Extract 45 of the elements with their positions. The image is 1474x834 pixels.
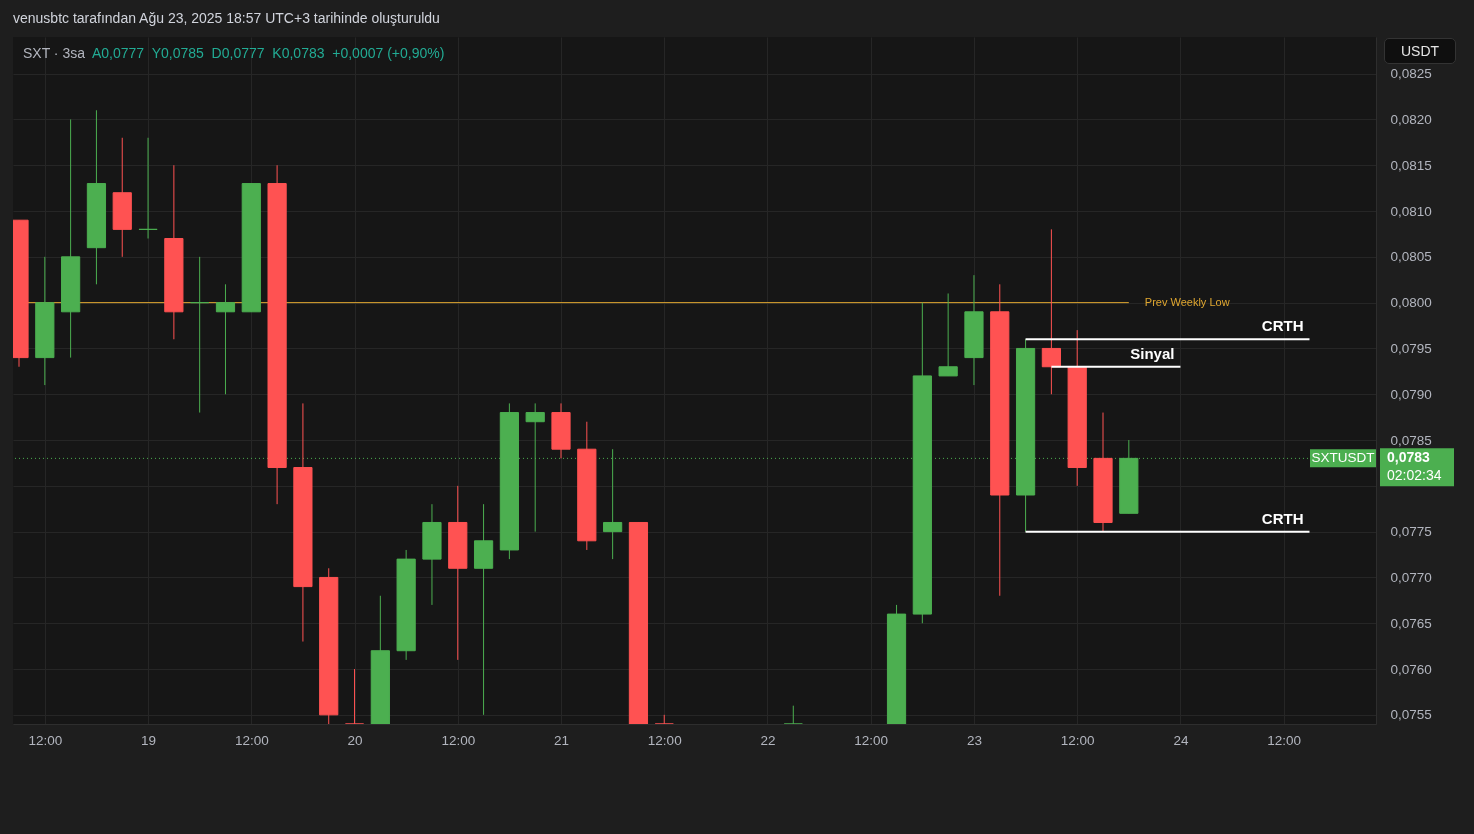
candlestick xyxy=(215,283,236,395)
y-tick-label: 0,0770 xyxy=(1390,569,1432,585)
candlestick xyxy=(138,137,158,240)
x-tick-label: 21 xyxy=(553,732,570,748)
x-tick-label: 12:00 xyxy=(1060,732,1095,748)
y-tick-label: 0,0825 xyxy=(1390,66,1432,82)
x-tick-label: 23 xyxy=(966,732,982,748)
x-tick-label: 12:00 xyxy=(234,732,269,748)
y-tick-label: 0,0775 xyxy=(1390,524,1432,540)
text: SXT · 3sa A0,0777 Y0,0785 D0,0777 K0,0783 +0,0007 (+0,90%) xyxy=(23,45,445,61)
x-tick-label: 24 xyxy=(1173,732,1189,748)
y-tick-label: 0,0760 xyxy=(1390,661,1432,677)
ref-line-label: SXTUSDT xyxy=(1311,450,1375,466)
x-tick-label: 22 xyxy=(760,732,776,748)
candlestick xyxy=(525,402,545,533)
ref-line-label: Prev Weekly Low xyxy=(1144,295,1230,308)
y-tick-label: 0,0810 xyxy=(1390,203,1432,219)
text: 0,0783 xyxy=(1387,449,1431,466)
x-tick-label: 12:00 xyxy=(441,732,476,748)
series-label: CRTH xyxy=(1261,509,1304,527)
x-tick-label: 20 xyxy=(347,732,363,748)
x-tick-label: 12:00 xyxy=(647,732,682,748)
candlestick xyxy=(1041,228,1061,395)
y-tick-label: 0,0765 xyxy=(1390,615,1432,631)
x-tick-label: 12:00 xyxy=(854,732,889,748)
candlestick xyxy=(938,292,958,377)
chart-title: venusbtc tarafından Ağu 23, 2025 18:57 UTC+3 tarihinde oluşturuldu xyxy=(13,10,440,26)
series-label: Sinyal xyxy=(1130,344,1175,362)
y-tick-label: 0,0790 xyxy=(1390,386,1432,402)
y-tick-label: 0,0795 xyxy=(1390,340,1432,356)
y-tick-label: 0,0805 xyxy=(1390,249,1432,265)
y-tick-label: 0,0785 xyxy=(1390,432,1432,448)
y-axis-title: USDT xyxy=(1384,38,1456,64)
x-tick-label: 19 xyxy=(141,732,157,748)
y-tick-label: 0,0800 xyxy=(1390,295,1432,311)
text: 02:02:34 xyxy=(1387,467,1442,484)
y-tick-label: 0,0820 xyxy=(1390,111,1432,127)
y-tick-label: 0,0755 xyxy=(1390,707,1432,723)
series-label: CRTH xyxy=(1261,317,1304,335)
candlestick xyxy=(783,705,803,724)
x-tick-label: 12:00 xyxy=(1267,732,1302,748)
candlestick xyxy=(190,256,210,414)
x-tick-label: 12:00 xyxy=(28,732,63,748)
candlestick xyxy=(344,668,365,724)
y-tick-label: 0,0815 xyxy=(1390,157,1432,173)
